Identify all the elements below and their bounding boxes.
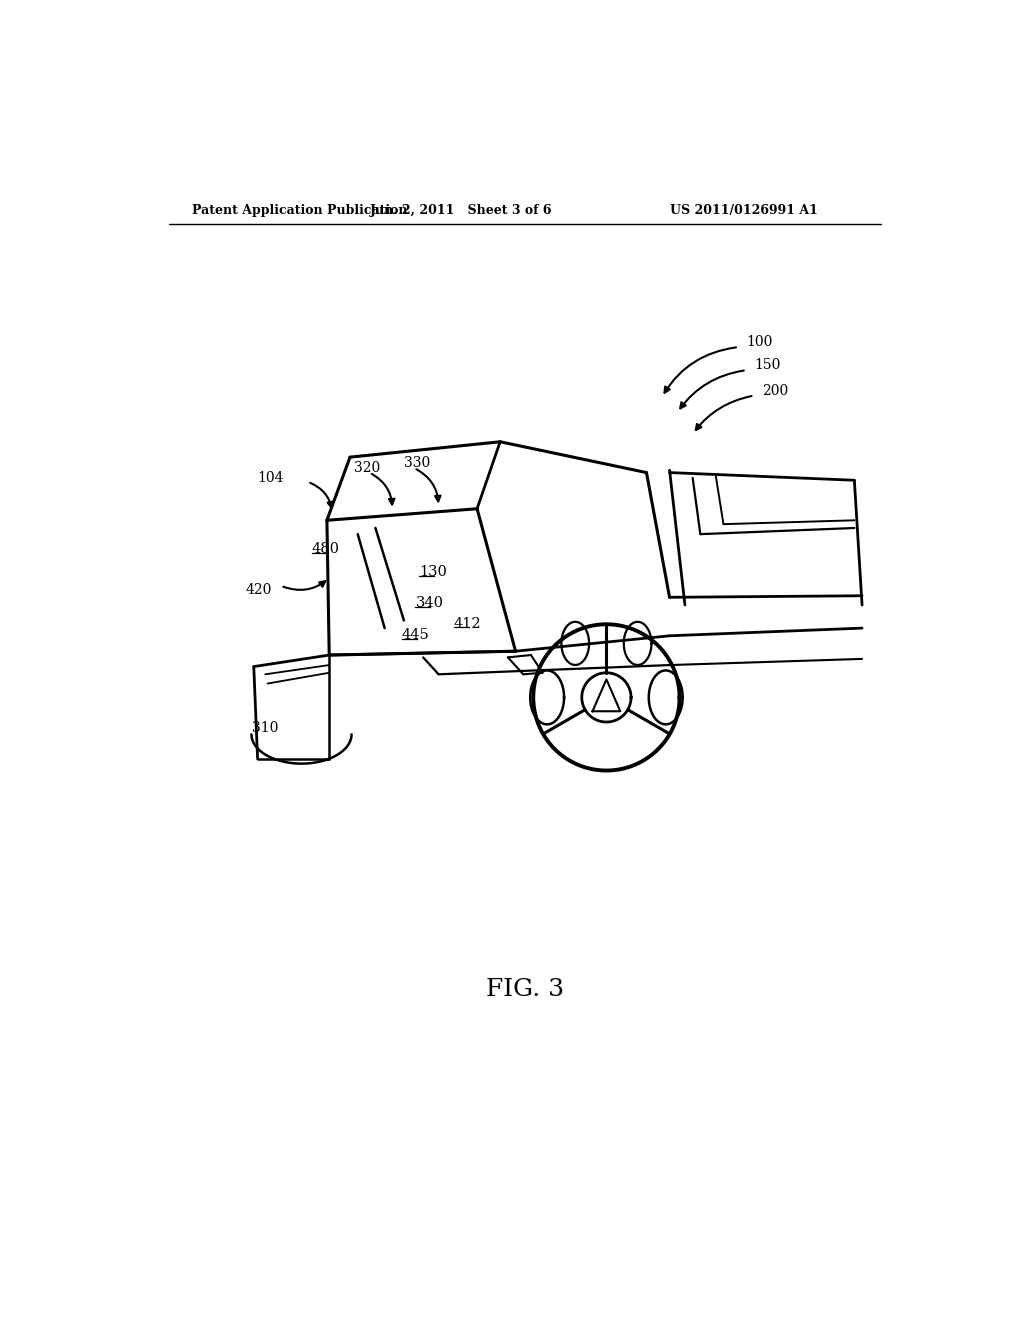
Text: Patent Application Publication: Patent Application Publication: [193, 205, 408, 218]
Text: 310: 310: [252, 721, 279, 735]
Text: 445: 445: [401, 628, 429, 642]
Text: 200: 200: [762, 384, 788, 397]
Text: 480: 480: [311, 543, 340, 556]
Text: FIG. 3: FIG. 3: [485, 978, 564, 1002]
Text: 340: 340: [416, 595, 443, 610]
Text: 100: 100: [746, 335, 773, 348]
Text: 330: 330: [403, 457, 430, 470]
Text: 420: 420: [246, 582, 272, 597]
Text: US 2011/0126991 A1: US 2011/0126991 A1: [670, 205, 817, 218]
Text: 150: 150: [755, 358, 780, 372]
Text: 104: 104: [258, 471, 284, 484]
Text: 320: 320: [354, 461, 380, 475]
Text: 412: 412: [454, 616, 481, 631]
Text: Jun. 2, 2011   Sheet 3 of 6: Jun. 2, 2011 Sheet 3 of 6: [371, 205, 553, 218]
Text: 130: 130: [419, 565, 447, 579]
